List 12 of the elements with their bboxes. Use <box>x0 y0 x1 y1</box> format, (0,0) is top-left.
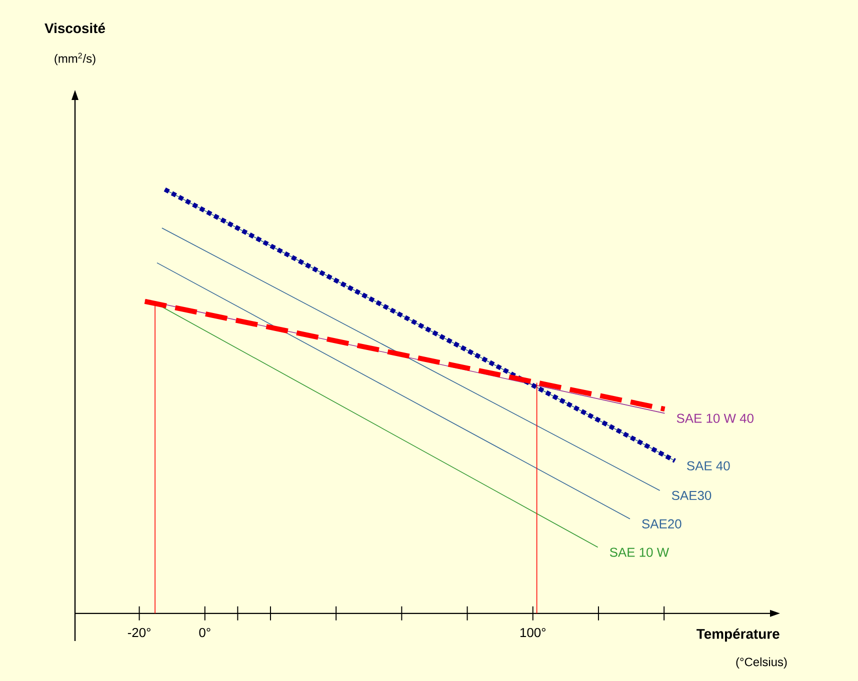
series-label: SAE 10 W <box>610 548 670 557</box>
x-axis-title: Température <box>696 628 780 642</box>
series-label: SAE 10 W 40 <box>676 414 754 423</box>
series-label: SAE20 <box>642 519 682 528</box>
x-tick-label: 100° <box>520 628 546 638</box>
text: (°Celsius) <box>736 657 787 669</box>
text: (mm$^{2}$/s) <box>54 52 96 66</box>
x-tick-label: 0° <box>199 628 210 638</box>
series-label: SAE 40 <box>687 461 730 470</box>
text: Viscosité <box>44 22 106 34</box>
series-label: SAE30 <box>672 490 712 500</box>
x-tick-label: -20° <box>128 628 150 638</box>
